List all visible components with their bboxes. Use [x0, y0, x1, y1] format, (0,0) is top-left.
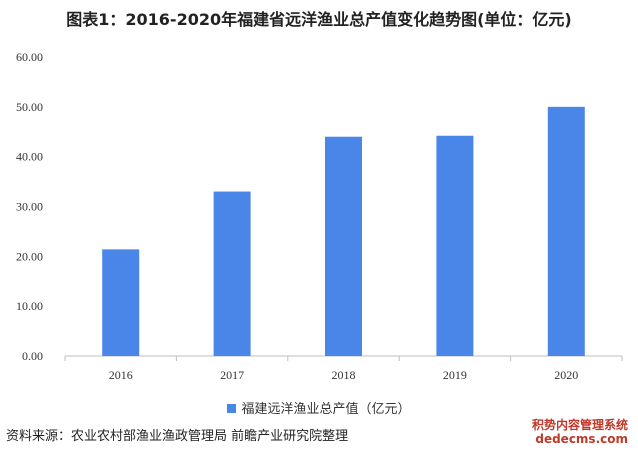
- x-tick-label: 2018: [332, 368, 356, 382]
- corner-watermark-line1: 积势内容管理系统: [531, 418, 628, 432]
- y-tick-label: 10.00: [16, 299, 43, 313]
- legend-swatch: [227, 404, 237, 413]
- y-tick-label: 20.00: [16, 249, 43, 263]
- x-tick-label: 2020: [554, 368, 578, 382]
- legend: 福建远洋渔业总产值（亿元）: [0, 398, 638, 417]
- chart-title: 图表1：2016-2020年福建省远洋渔业总产值变化趋势图(单位：亿元): [66, 10, 572, 29]
- y-tick-label: 60.00: [16, 50, 43, 64]
- y-tick-label: 30.00: [16, 200, 43, 214]
- y-tick-label: 40.00: [16, 150, 43, 164]
- bar: [325, 136, 362, 356]
- bar-series: [102, 106, 585, 356]
- x-tick-label: 2017: [220, 368, 244, 382]
- x-axis-tick-marks: [64, 356, 623, 361]
- bar: [436, 135, 474, 356]
- y-tick-label: 0.00: [22, 349, 43, 363]
- bar: [547, 106, 585, 356]
- legend-label: 福建远洋渔业总产值（亿元）: [241, 402, 411, 417]
- bar: [102, 249, 140, 356]
- x-tick-label: 2019: [443, 368, 467, 382]
- corner-watermark: 积势内容管理系统 dedecms.com: [532, 418, 628, 446]
- bar: [213, 191, 251, 356]
- x-tick-label: 2016: [109, 368, 133, 382]
- corner-watermark-line2: dedecms.com: [535, 432, 628, 446]
- y-tick-label: 50.00: [16, 100, 43, 114]
- source-note: 资料来源：农业农村部渔业渔政管理局 前瞻产业研究院整理: [6, 429, 349, 444]
- y-axis-ticks: 0.00 10.00 20.00 30.00 40.00 50.00 60.00: [16, 50, 43, 363]
- x-axis-labels: 2016 2017 2018 2019 2020: [109, 368, 579, 382]
